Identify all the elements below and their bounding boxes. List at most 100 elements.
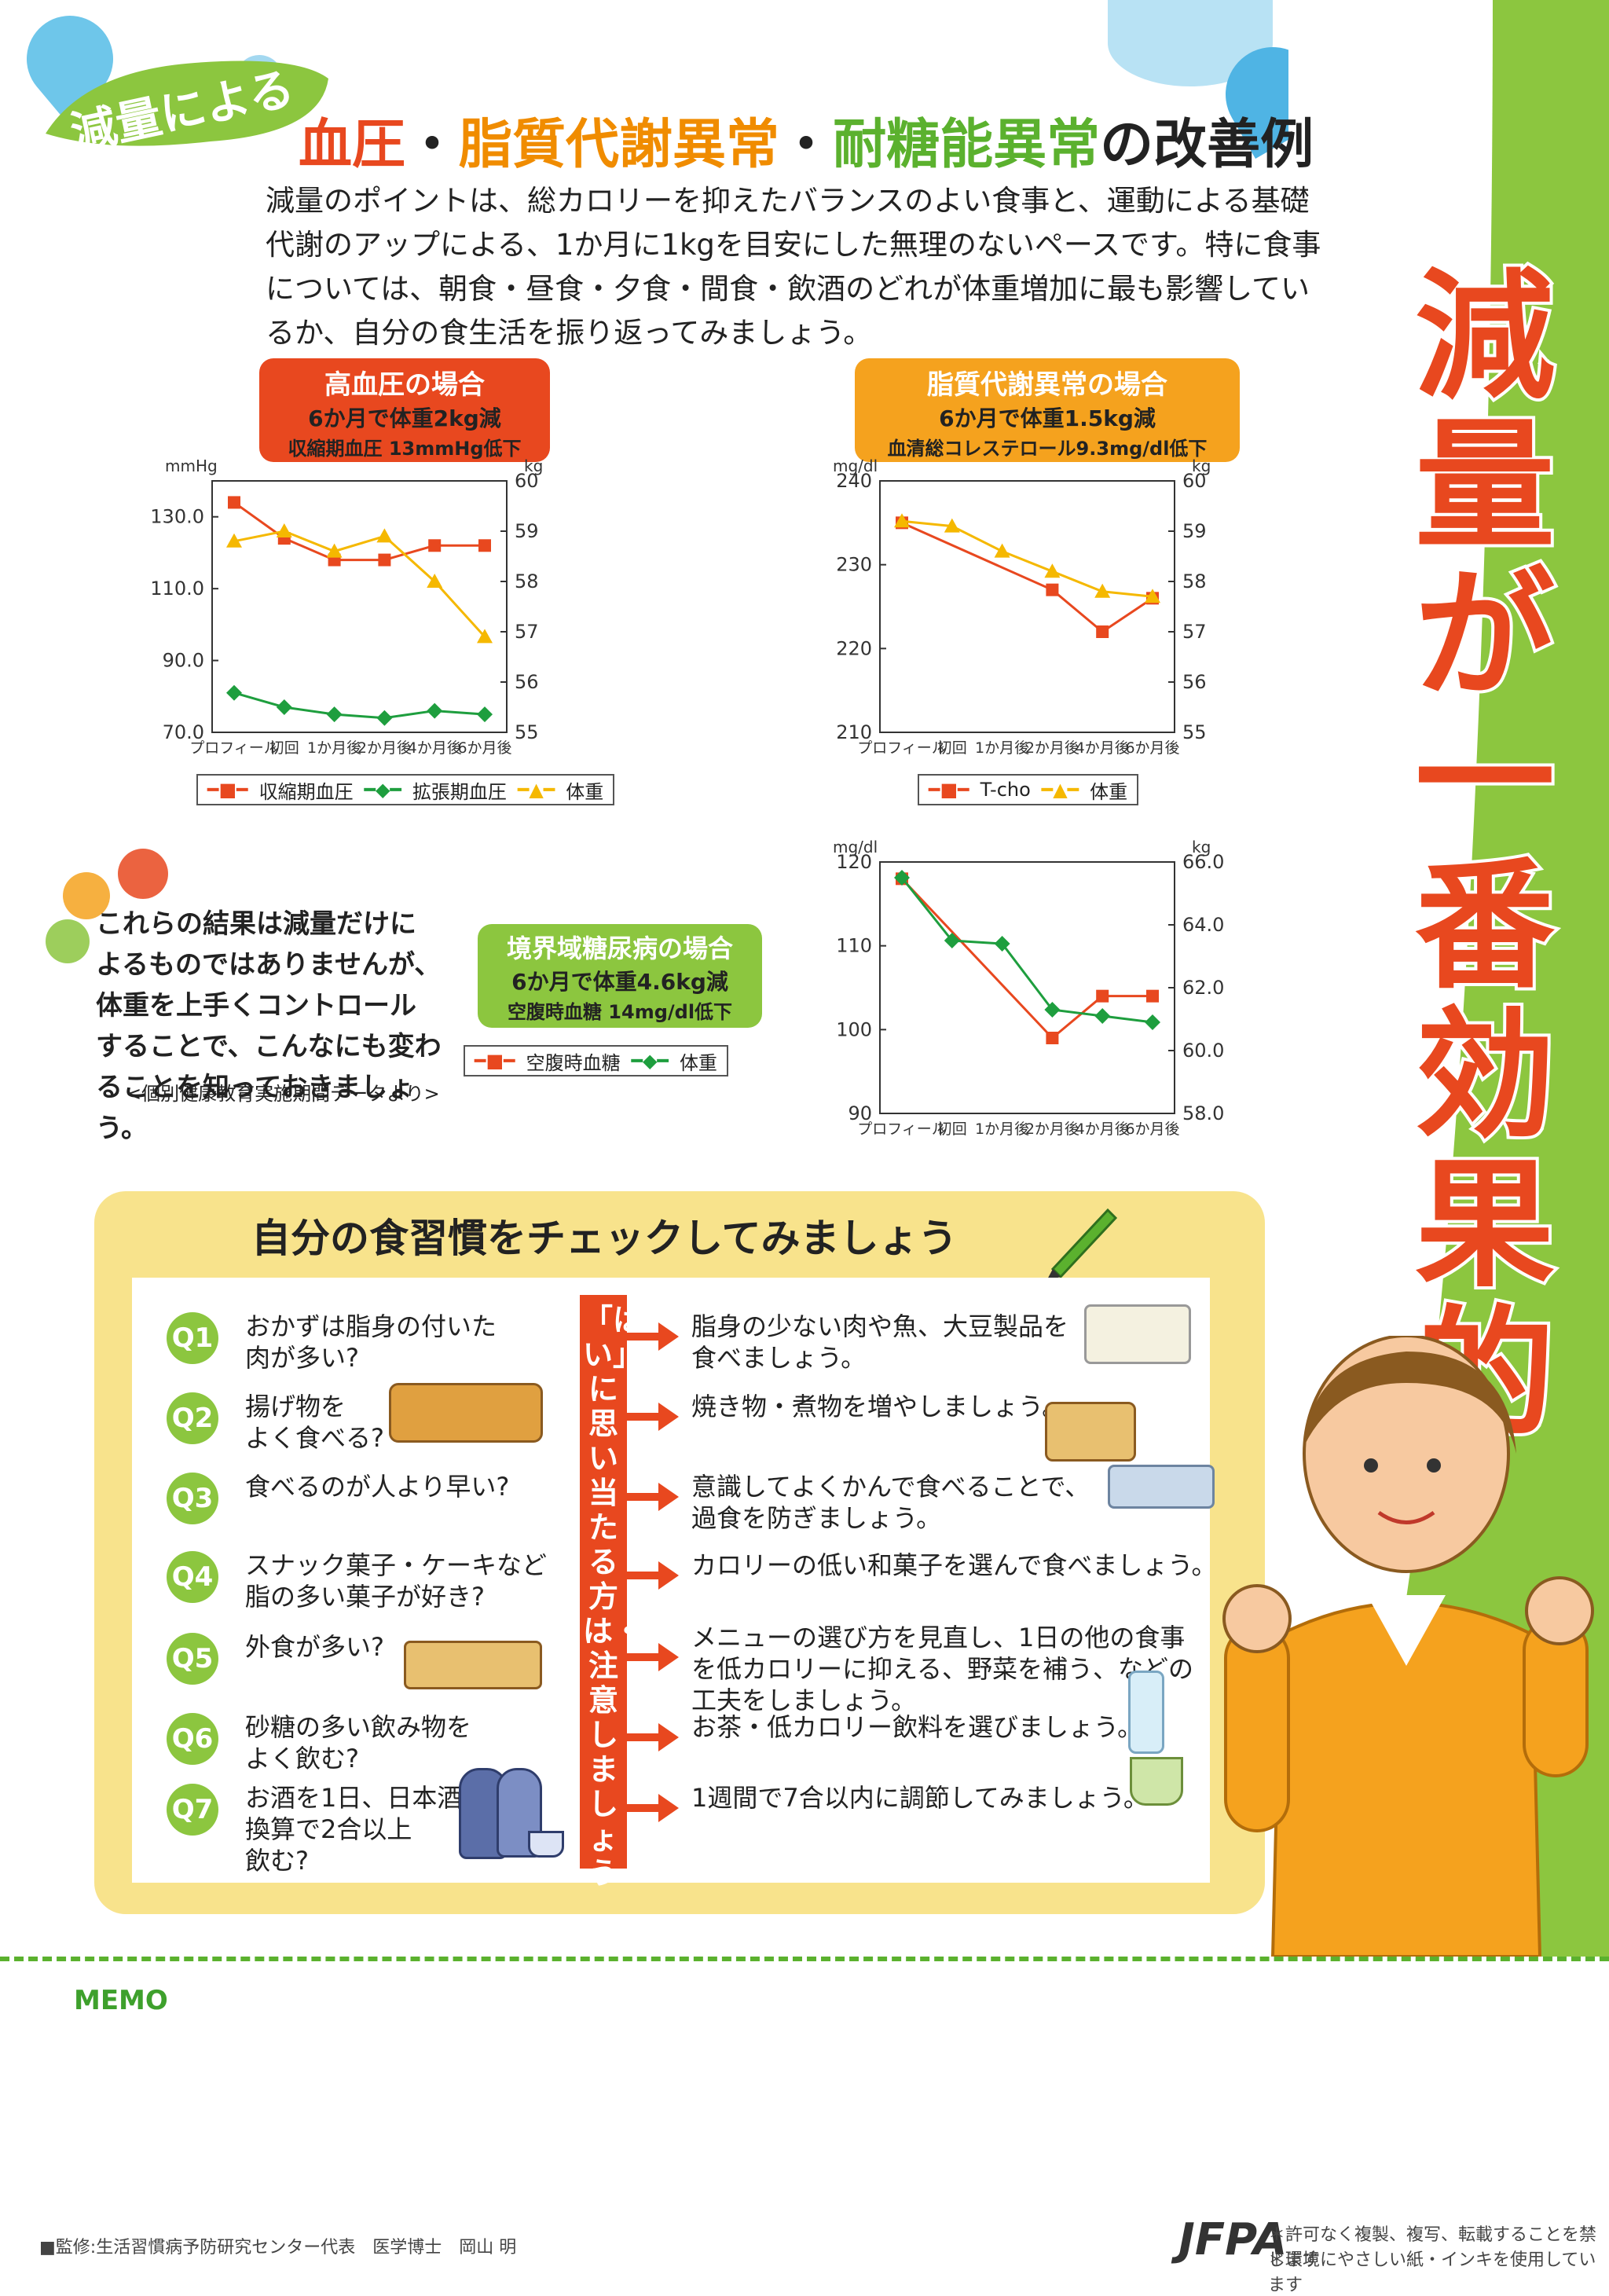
y2-tick-label: 55 xyxy=(515,721,539,743)
question-number: Q1 xyxy=(167,1312,218,1364)
legend-label: 体重 xyxy=(566,780,604,803)
y2-tick-label: 60.0 xyxy=(1182,1040,1224,1062)
y-tick-label: 100 xyxy=(836,1018,872,1040)
pencil-icon xyxy=(1046,1208,1118,1281)
legend-marker-yellow: ━▲━ xyxy=(517,779,555,801)
arrow-line xyxy=(621,1333,660,1341)
data-point xyxy=(427,702,443,719)
data-point xyxy=(1146,989,1159,1003)
bottle-illustration xyxy=(1128,1671,1164,1754)
data-point xyxy=(226,684,242,701)
lipid-label-line3: 血清総コレステロール9.3mg/dl低下 xyxy=(887,438,1208,460)
answer-line: カロリーの低い和菓子を選んで食べましょう。 xyxy=(691,1550,1217,1580)
question-line: 飲む? xyxy=(245,1846,309,1876)
title-part: 脂質代謝異常 xyxy=(459,114,780,176)
data-point xyxy=(376,528,393,543)
answer-line: 食べましょう。 xyxy=(691,1343,867,1373)
y2-tick-label: 58.0 xyxy=(1182,1102,1224,1124)
skewer-illustration xyxy=(404,1641,542,1689)
data-point xyxy=(428,539,442,552)
answer-line: 1週間で7合以内に調節してみましょう。 xyxy=(691,1783,1149,1813)
glucose-legend: ━■━ 空腹時血糖 ━◆━ 体重 xyxy=(464,1045,728,1076)
title-part: 血圧 xyxy=(299,114,406,176)
vertical-title-char: 一 xyxy=(1412,699,1558,862)
legend-marker-yellow: ━▲━ xyxy=(1041,779,1079,801)
vertical-title-char: 減 xyxy=(1412,255,1558,418)
title-part: ・ xyxy=(405,114,460,176)
jfpa-logo: JFPA xyxy=(1178,2214,1288,2265)
x-tick-label: 4か月後 xyxy=(408,739,462,757)
arrow-icon xyxy=(658,1483,679,1511)
vertical-title-char: 果 xyxy=(1412,1143,1558,1306)
memo-divider xyxy=(0,1957,1609,1961)
y-tick-label: 120 xyxy=(836,851,872,873)
data-point xyxy=(1094,583,1111,598)
legend-marker-green: ━◆━ xyxy=(364,779,401,801)
x-tick-label: 1か月後 xyxy=(307,739,361,757)
answer-text: 意識してよくかんで食べることで、 過食を防ぎましょう。 xyxy=(691,1471,1090,1534)
y-axis-label: mg/dl xyxy=(833,457,878,475)
copyright-notice: ＊許可なく複製、複写、転載することを禁じます xyxy=(1268,2225,1597,2270)
bullet-dot xyxy=(1389,306,1424,341)
answer-line: 意識してよくかんで食べることで、 xyxy=(691,1472,1090,1502)
arrow-icon xyxy=(658,1403,679,1431)
y-tick-label: 110.0 xyxy=(150,578,204,600)
y2-axis-label: kg xyxy=(524,457,543,475)
legend-label: 体重 xyxy=(1090,780,1128,803)
question-number: Q7 xyxy=(167,1784,218,1836)
answer-line: 焼き物・煮物を増やしましょう。 xyxy=(691,1392,1068,1421)
plot-area xyxy=(879,480,1175,733)
vertical-title-char: 量 xyxy=(1412,405,1558,567)
glucose-label-line3: 空腹時血糖 14mg/dl低下 xyxy=(507,1001,733,1023)
question-number: Q4 xyxy=(167,1551,218,1603)
y2-tick-label: 64.0 xyxy=(1182,914,1224,936)
decor-circle xyxy=(118,849,168,899)
x-tick-label: 1か月後 xyxy=(975,1120,1029,1138)
question-text: 外食が多い? xyxy=(245,1631,384,1663)
data-point xyxy=(1094,1008,1111,1024)
data-point xyxy=(378,553,391,567)
arrow-line xyxy=(621,1653,660,1661)
x-tick-label: 1か月後 xyxy=(975,739,1029,757)
y2-tick-label: 60 xyxy=(1182,470,1207,492)
question-line: おかずは脂身の付いた xyxy=(245,1311,497,1341)
x-tick-label: プロフィール xyxy=(857,739,947,757)
hypertension-label-line2: 6か月で体重2kg減 xyxy=(308,405,501,431)
data-point xyxy=(944,518,960,533)
x-tick-label: 2か月後 xyxy=(1025,1120,1079,1138)
data-point xyxy=(477,629,493,644)
y-tick-label: 90 xyxy=(848,1102,872,1124)
x-tick-label: プロフィール xyxy=(189,739,279,757)
title-part: ・ xyxy=(779,114,834,176)
arrow-line xyxy=(621,1733,660,1741)
series-line xyxy=(901,521,1153,633)
fish-illustration xyxy=(1108,1465,1215,1509)
y-tick-label: 220 xyxy=(836,637,872,659)
legend-label: 体重 xyxy=(679,1051,717,1074)
data-point xyxy=(1046,1032,1059,1044)
vertical-title-char: 効 xyxy=(1412,994,1558,1157)
x-tick-label: プロフィール xyxy=(857,1120,947,1138)
data-point xyxy=(1044,563,1061,578)
data-point xyxy=(478,539,491,552)
question-line: お酒を1日、日本酒 xyxy=(245,1783,463,1813)
answer-text: 脂身の少ない肉や魚、大豆製品を 食べましょう。 xyxy=(691,1311,1068,1374)
y2-axis-label: kg xyxy=(1192,457,1211,475)
data-point xyxy=(1145,589,1160,603)
source-note: <個別健康教育実施期間データより> xyxy=(126,1083,440,1105)
y-axis-label: mmHg xyxy=(165,457,218,475)
hypertension-legend: ━■━ 収縮期血圧 ━◆━ 拡張期血圧 ━▲━ 体重 xyxy=(196,774,615,805)
question-text: お酒を1日、日本酒 換算で2合以上 飲む? xyxy=(245,1782,462,1876)
answer-line: 過食を防ぎましょう。 xyxy=(691,1503,942,1533)
mascot-illustration xyxy=(1222,1336,1594,1957)
legend-label: 拡張期血圧 xyxy=(412,780,507,803)
data-point xyxy=(1046,583,1059,596)
x-tick-label: 初回 xyxy=(937,739,967,757)
data-point xyxy=(376,710,393,726)
question-line: 食べるのが人より早い? xyxy=(245,1472,510,1502)
y-tick-label: 130.0 xyxy=(150,506,204,528)
data-point xyxy=(226,533,242,548)
question-text: 砂糖の多い飲み物を よく飲む? xyxy=(245,1711,471,1774)
memo-label: MEMO xyxy=(74,1985,168,2016)
